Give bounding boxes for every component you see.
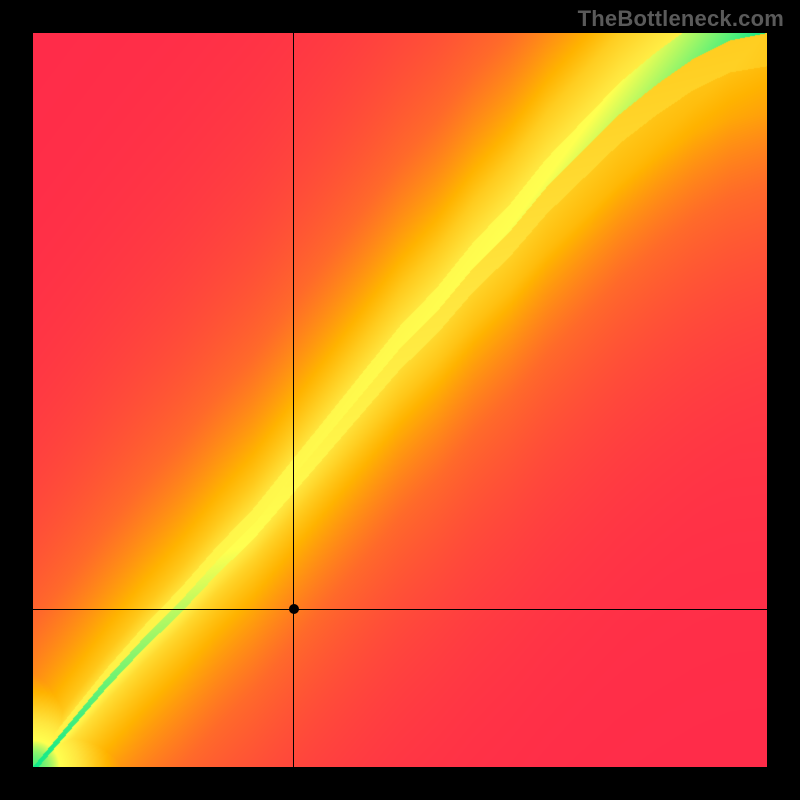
watermark-text: TheBottleneck.com <box>578 6 784 32</box>
crosshair-horizontal <box>33 609 767 610</box>
heatmap-canvas <box>33 33 767 767</box>
heatmap-plot <box>33 33 767 767</box>
chart-container: TheBottleneck.com <box>0 0 800 800</box>
crosshair-vertical <box>293 33 294 767</box>
crosshair-point <box>289 604 299 614</box>
